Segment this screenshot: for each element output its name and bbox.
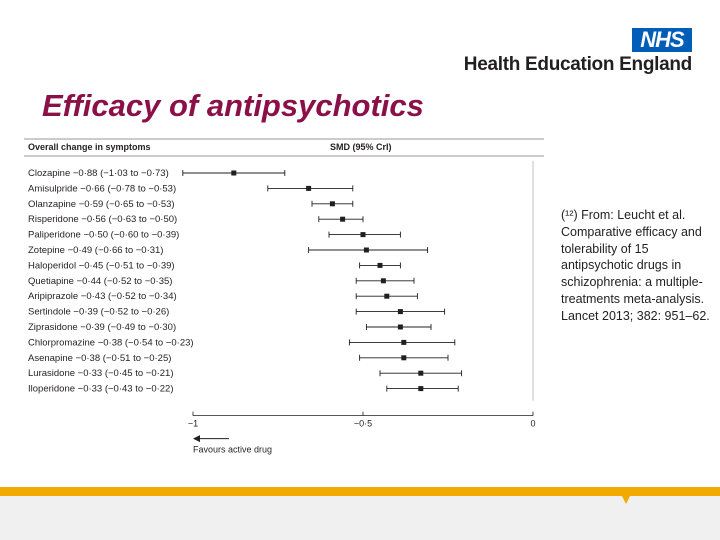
row-label: Lurasidone −0·33 (−0·45 to −0·21) bbox=[28, 368, 174, 379]
row-label: Risperidone −0·56 (−0·63 to −0·50) bbox=[28, 214, 177, 225]
row-label: Sertindole −0·39 (−0·52 to −0·26) bbox=[28, 307, 169, 318]
row-label: Paliperidone −0·50 (−0·60 to −0·39) bbox=[28, 230, 179, 241]
point-estimate bbox=[380, 278, 386, 284]
row-label: Amisulpride −0·66 (−0·78 to −0·53) bbox=[28, 183, 176, 194]
direction-label: Favours active drug bbox=[193, 445, 272, 455]
forest-plot: Overall change in symptoms SMD (95% CrI)… bbox=[24, 138, 544, 455]
footer-area bbox=[0, 496, 720, 540]
point-estimate bbox=[418, 386, 424, 392]
row-label: Iloperidone −0·33 (−0·43 to −0·22) bbox=[28, 384, 174, 395]
point-estimate bbox=[306, 185, 312, 191]
point-estimate bbox=[401, 355, 407, 361]
organisation-name: Health Education England bbox=[463, 54, 693, 75]
point-estimate bbox=[418, 370, 424, 376]
direction-arrow-head bbox=[193, 435, 200, 443]
point-estimate bbox=[397, 309, 403, 315]
point-estimate bbox=[340, 216, 346, 222]
x-tick-label: −0·5 bbox=[354, 419, 372, 429]
row-label: Clozapine −0·88 (−1·03 to −0·73) bbox=[28, 168, 169, 179]
row-label: Chlorpromazine −0·38 (−0·54 to −0·23) bbox=[28, 337, 194, 348]
citation-text: (¹²) From: Leucht et al. Comparative eff… bbox=[561, 208, 710, 323]
row-label: Aripiprazole −0·43 (−0·52 to −0·34) bbox=[28, 291, 177, 302]
x-tick-label: 0 bbox=[530, 419, 535, 429]
footer-accent-tick bbox=[622, 496, 630, 504]
row-label: Zotepine −0·49 (−0·66 to −0·31) bbox=[28, 245, 163, 256]
point-estimate bbox=[401, 339, 407, 345]
row-label: Ziprasidone −0·39 (−0·49 to −0·30) bbox=[28, 322, 176, 333]
point-estimate bbox=[377, 262, 383, 268]
row-label: Olanzapine −0·59 (−0·65 to −0·53) bbox=[28, 199, 175, 210]
point-estimate bbox=[231, 170, 237, 176]
footer-accent-band bbox=[0, 487, 720, 496]
column-header: SMD (95% CrI) bbox=[330, 142, 392, 152]
row-label: Asenapine −0·38 (−0·51 to −0·25) bbox=[28, 353, 171, 364]
nhs-logo: NHS bbox=[632, 28, 692, 52]
row-label: Haloperidol −0·45 (−0·51 to −0·39) bbox=[28, 260, 175, 271]
point-estimate bbox=[363, 247, 369, 253]
x-tick-label: −1 bbox=[188, 419, 198, 429]
point-estimate bbox=[329, 201, 335, 207]
point-estimate bbox=[360, 232, 366, 238]
chart-title: Overall change in symptoms bbox=[28, 142, 151, 152]
slide-title: Efficacy of antipsychotics bbox=[42, 88, 424, 123]
row-label: Quetiapine −0·44 (−0·52 to −0·35) bbox=[28, 276, 172, 287]
point-estimate bbox=[384, 293, 390, 299]
point-estimate bbox=[397, 324, 403, 330]
